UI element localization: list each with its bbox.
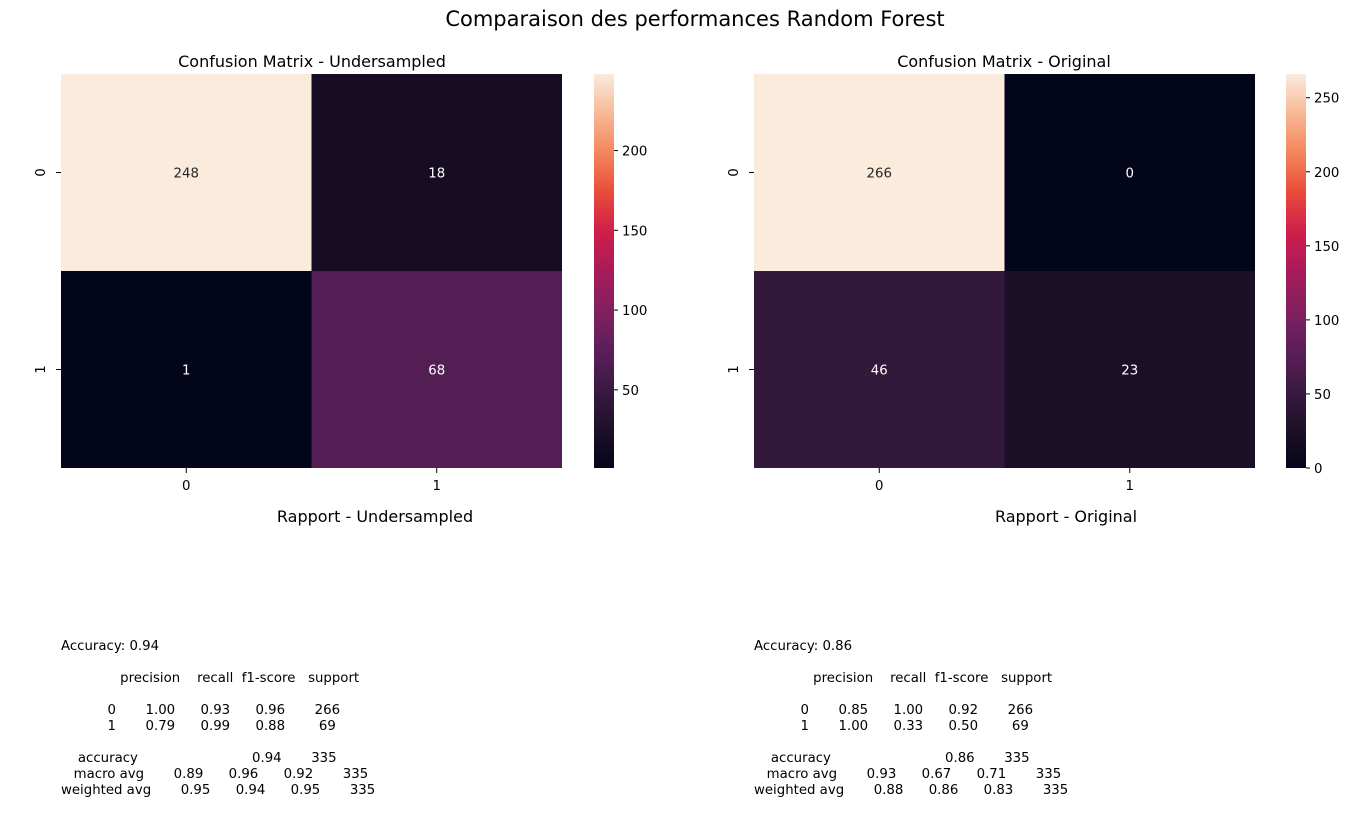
x-tick-label: 0 bbox=[182, 479, 190, 494]
colorbar-tick-label: 100 bbox=[622, 304, 647, 319]
heatmap-cell-r0-c0 bbox=[61, 74, 312, 271]
heatmap-title-undersampled: Confusion Matrix - Undersampled bbox=[178, 52, 446, 71]
heatmap-title-original: Confusion Matrix - Original bbox=[897, 52, 1111, 71]
heatmap-cell-r1-c0 bbox=[61, 271, 312, 468]
heatmap-cell-r0-c0 bbox=[754, 74, 1005, 271]
colorbar-gradient bbox=[594, 74, 614, 468]
heatmap-axes: 0 1 0 1 bbox=[34, 168, 441, 494]
y-tick-label: 0 bbox=[727, 168, 742, 176]
report-title-undersampled: Rapport - Undersampled bbox=[277, 507, 473, 526]
colorbar-tick-label: 0 bbox=[1314, 462, 1322, 477]
heatmap-annotation-r1-c1: 68 bbox=[428, 364, 445, 379]
y-tick-label: 0 bbox=[34, 168, 49, 176]
heatmap-annotation-r1-c1: 23 bbox=[1121, 364, 1138, 379]
colorbar-undersampled: 50 100 150 200 bbox=[594, 74, 647, 468]
y-tick-label: 1 bbox=[34, 365, 49, 373]
report-title-original: Rapport - Original bbox=[995, 507, 1137, 526]
heatmap-cells: 266 0 46 23 bbox=[754, 74, 1255, 468]
heatmap-annotation-r1-c0: 46 bbox=[871, 364, 888, 379]
colorbar-tick-label: 50 bbox=[622, 384, 639, 399]
heatmap-cell-r1-c1 bbox=[1004, 271, 1255, 468]
heatmap-cells: 248 18 1 68 bbox=[61, 74, 562, 468]
heatmap-annotation-r0-c0: 266 bbox=[867, 167, 892, 182]
report-original: Accuracy: 0.86 precision recall f1-score… bbox=[754, 639, 1069, 798]
x-tick-label: 0 bbox=[875, 479, 883, 494]
colorbar-tick-label: 150 bbox=[622, 224, 647, 239]
colorbar-tick-label: 50 bbox=[1314, 388, 1331, 403]
colorbar-original: 0 50 100 150 200 250 bbox=[1286, 74, 1339, 477]
heatmap-annotation-r0-c0: 248 bbox=[174, 167, 199, 182]
heatmap-annotation-r1-c0: 1 bbox=[182, 364, 190, 379]
heatmap-axes: 0 1 0 1 bbox=[727, 168, 1134, 494]
heatmap-original: Confusion Matrix - Original 266 046 23 0 10… bbox=[727, 52, 1339, 494]
heatmap-cell-r1-c1 bbox=[311, 271, 562, 468]
colorbar-tick-label: 250 bbox=[1314, 92, 1339, 107]
heatmap-undersampled: Confusion Matrix - Undersampled 248 18 1 68… bbox=[34, 52, 647, 494]
heatmap-cell-r0-c1 bbox=[311, 74, 562, 271]
heatmap-cell-r0-c1 bbox=[1004, 74, 1255, 271]
heatmap-annotation-r0-c1: 0 bbox=[1126, 167, 1134, 182]
report-undersampled: Accuracy: 0.94 precision recall f1-score… bbox=[61, 639, 376, 798]
y-tick-label: 1 bbox=[727, 365, 742, 373]
colorbar-ticks: 50 100 150 200 bbox=[614, 145, 647, 399]
colorbar-gradient bbox=[1286, 74, 1306, 468]
colorbar-tick-label: 100 bbox=[1314, 314, 1339, 329]
colorbar-ticks: 0 50 100 150 200 250 bbox=[1306, 92, 1339, 477]
colorbar-tick-label: 150 bbox=[1314, 240, 1339, 255]
figure-title: Comparaison des performances Random Fore… bbox=[445, 7, 944, 31]
x-tick-label: 1 bbox=[1126, 479, 1134, 494]
x-tick-label: 1 bbox=[433, 479, 441, 494]
colorbar-tick-label: 200 bbox=[622, 145, 647, 160]
heatmap-annotation-r0-c1: 18 bbox=[428, 167, 445, 182]
heatmap-cell-r1-c0 bbox=[754, 271, 1005, 468]
colorbar-tick-label: 200 bbox=[1314, 166, 1339, 181]
